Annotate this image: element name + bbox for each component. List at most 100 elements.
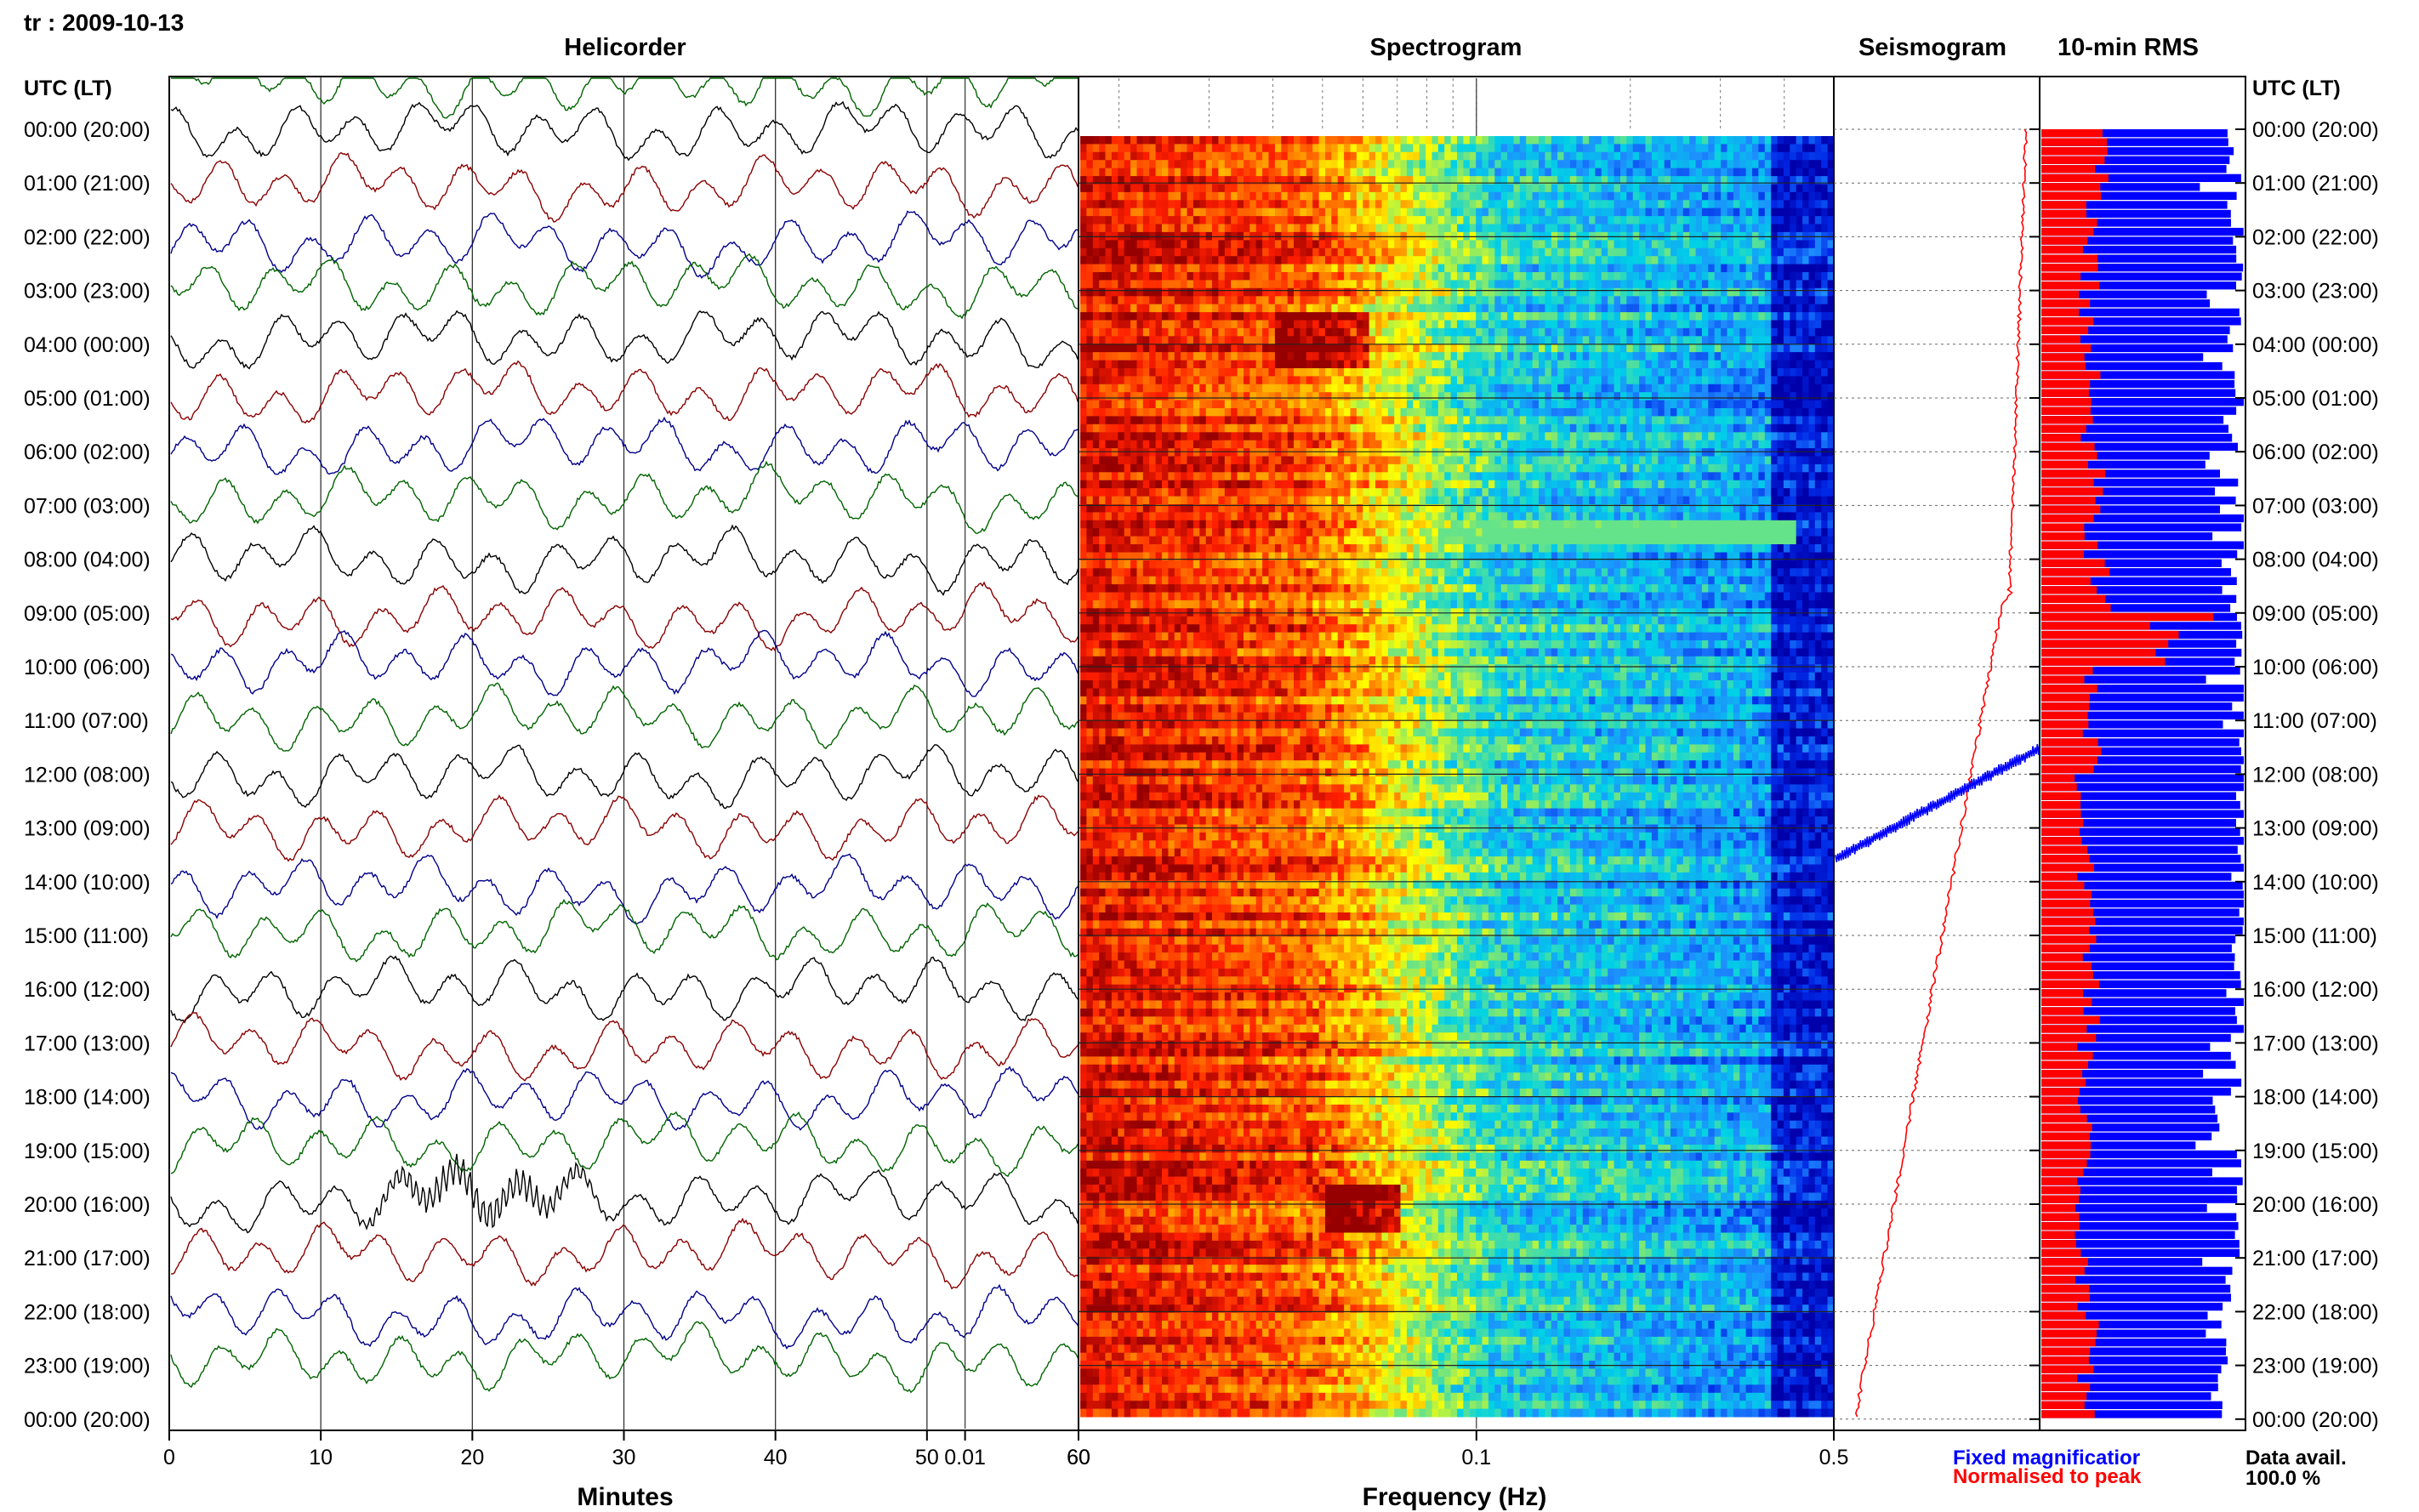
spectrogram-cell — [1394, 416, 1402, 425]
spectrogram-cell — [1551, 200, 1558, 209]
hour-label-left: 06:00 (02:00) — [24, 441, 151, 464]
spectrogram-cell — [1689, 440, 1697, 449]
spectrogram-cell — [1733, 376, 1740, 385]
spectrogram-cell — [1306, 423, 1313, 433]
spectrogram-cell — [1231, 400, 1238, 409]
spectrogram-cell — [1181, 247, 1188, 257]
spectrogram-cell — [1796, 368, 1803, 377]
spectrogram-cell — [1086, 176, 1094, 185]
spectrogram-cell — [1745, 240, 1753, 249]
spectrogram-cell — [1224, 287, 1232, 297]
spectrogram-cell — [1244, 160, 1250, 169]
spectrogram-cell — [1406, 327, 1414, 337]
spectrogram-cell — [1268, 368, 1276, 377]
spectrogram-cell — [1174, 224, 1181, 233]
spectrogram-cell — [1192, 168, 1200, 177]
spectrogram-cell — [1356, 352, 1363, 361]
spectrogram-cell — [1714, 376, 1722, 385]
spectrogram-cell — [1231, 160, 1238, 169]
spectrogram-cell — [1645, 352, 1653, 361]
spectrogram-cell — [1639, 320, 1647, 329]
spectrogram-cell — [1086, 207, 1094, 217]
spectrogram-cell — [1563, 312, 1571, 321]
spectrogram-cell — [1237, 144, 1244, 153]
spectrogram-cell — [1551, 312, 1558, 321]
spectrogram-cell — [1701, 296, 1709, 305]
spectrogram-cell — [1739, 368, 1747, 377]
spectrogram-cell — [1526, 360, 1534, 369]
spectrogram-cell — [1701, 384, 1709, 393]
spectrogram-cell — [1658, 184, 1665, 193]
spectrogram-cell — [1437, 400, 1445, 409]
spectrogram-cell — [1796, 304, 1803, 313]
spectrogram-cell — [1620, 207, 1627, 217]
spectrogram-cell — [1344, 368, 1352, 377]
spectrogram-cell — [1658, 327, 1665, 337]
spectrogram-cell — [1174, 256, 1188, 265]
spectrogram-cell — [1450, 144, 1458, 153]
spectrogram-cell — [1149, 144, 1157, 153]
spectrogram-cell — [1437, 191, 1445, 201]
spectrogram-cell — [1281, 352, 1289, 361]
spectrogram-cell — [1318, 392, 1326, 401]
spectrogram-cell — [1733, 287, 1740, 297]
spectrogram-cell — [1595, 144, 1602, 153]
spectrogram-cell — [1181, 224, 1188, 233]
spectrogram-cell — [1814, 320, 1822, 329]
spectrogram-cell — [1281, 176, 1289, 185]
spectrogram-cell — [1212, 456, 1219, 465]
spectrogram-cell — [1149, 216, 1157, 225]
spectrogram-cell — [1721, 304, 1728, 313]
spectrogram-cell — [1381, 456, 1389, 465]
spectrogram-cell — [1431, 423, 1439, 433]
spectrogram-cell — [1080, 368, 1087, 377]
spectrogram-cell — [1608, 247, 1615, 257]
spectrogram-cell — [1281, 144, 1289, 153]
spectrogram-cell — [1664, 168, 1671, 177]
spectrogram-cell — [1463, 336, 1471, 345]
spectrogram-cell — [1733, 400, 1740, 409]
spectrogram-cell — [1426, 336, 1433, 345]
spectrogram-cell — [1682, 408, 1690, 417]
spectrogram-cell — [1664, 200, 1671, 209]
spectrogram-cell — [1174, 264, 1181, 273]
spectrogram-cell — [1651, 320, 1659, 329]
spectrogram-cell — [1086, 160, 1094, 169]
spectrogram-cell — [1331, 423, 1339, 433]
spectrogram-cell — [1312, 327, 1320, 337]
spectrogram-cell — [1444, 384, 1458, 393]
spectrogram-cell — [1488, 200, 1495, 209]
spectrogram-cell — [1752, 207, 1759, 217]
spectrogram-cell — [1381, 448, 1389, 457]
spectrogram-cell — [1086, 416, 1100, 425]
spectrogram-cell — [1551, 440, 1558, 449]
spectrogram-cell — [1519, 216, 1527, 225]
spectrogram-cell — [1645, 280, 1653, 289]
spectrogram-cell — [1130, 256, 1138, 265]
spectrogram-cell — [1212, 320, 1219, 329]
spectrogram-cell — [1614, 184, 1621, 193]
spectrogram-cell — [1695, 176, 1703, 185]
spectrogram-cell — [1105, 207, 1113, 217]
spectrogram-cell — [1457, 360, 1464, 369]
spectrogram-cell — [1400, 160, 1408, 169]
spectrogram-cell — [1312, 448, 1320, 457]
spectrogram-cell — [1595, 224, 1602, 233]
spectrogram-cell — [1469, 168, 1477, 177]
spectrogram-cell — [1569, 384, 1577, 393]
spectrogram-cell — [1714, 327, 1722, 337]
spectrogram-cell — [1155, 392, 1163, 401]
spectrogram-cell — [1181, 296, 1188, 305]
spectrogram-cell — [1419, 327, 1426, 337]
spectrogram-cell — [1664, 216, 1671, 225]
spectrogram-cell — [1601, 296, 1608, 305]
spectrogram-cell — [1721, 327, 1728, 337]
spectrogram-cell — [1695, 184, 1703, 193]
spectrogram-cell — [1758, 416, 1766, 425]
spectrogram-cell — [1513, 184, 1521, 193]
spectrogram-cell — [1318, 136, 1326, 145]
spectrogram-cell — [1620, 176, 1627, 185]
spectrogram-cell — [1174, 160, 1181, 169]
spectrogram-cell — [1563, 432, 1571, 441]
spectrogram-cell — [1500, 296, 1508, 305]
